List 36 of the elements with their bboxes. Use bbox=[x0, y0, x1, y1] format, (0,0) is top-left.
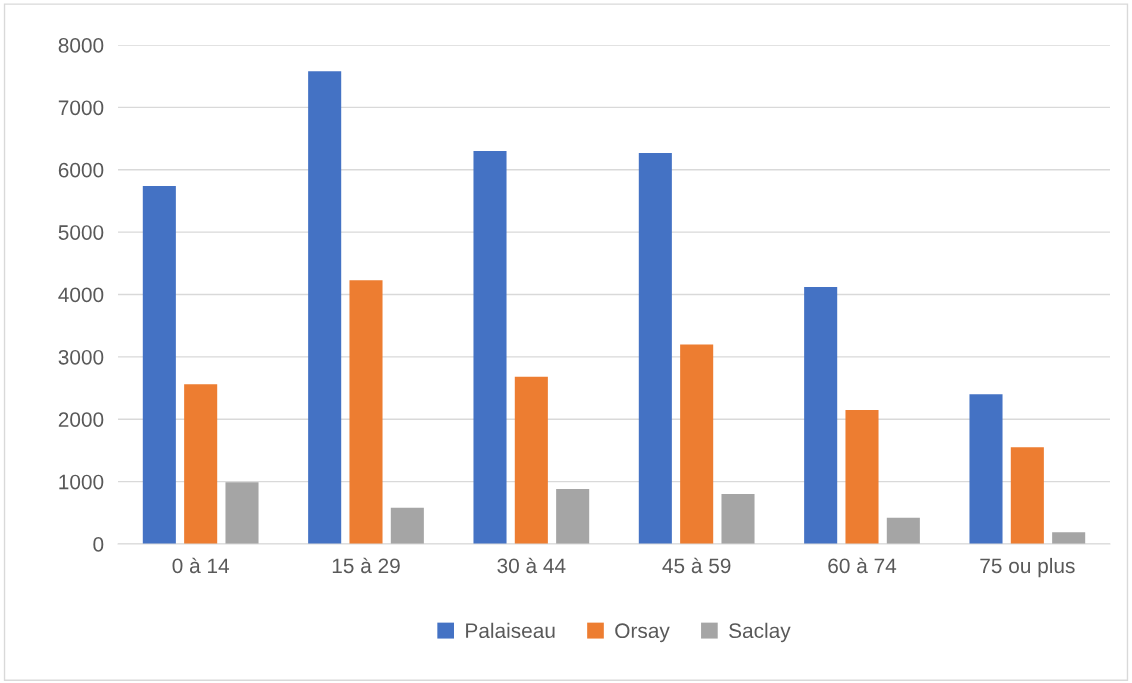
bar bbox=[1010, 447, 1044, 544]
bar bbox=[184, 384, 218, 544]
bar bbox=[886, 517, 920, 544]
bar bbox=[845, 409, 879, 544]
y-tick-label: 6000 bbox=[58, 162, 104, 178]
bar bbox=[308, 71, 342, 544]
y-tick-label: 8000 bbox=[58, 38, 104, 53]
x-tick-label: 0 à 14 bbox=[172, 557, 230, 574]
legend-label: Palaiseau bbox=[466, 622, 555, 639]
legend-label: Orsay bbox=[615, 623, 670, 643]
bar bbox=[390, 507, 424, 544]
y-tick-label: 5000 bbox=[58, 225, 104, 240]
bar bbox=[556, 489, 590, 544]
bar bbox=[473, 151, 507, 544]
y-tick-label: 2000 bbox=[58, 412, 104, 427]
y-tick-label: 7000 bbox=[58, 100, 104, 116]
bar bbox=[514, 376, 548, 544]
x-tick-label: 30 à 44 bbox=[497, 557, 566, 574]
y-tick-label: 0 bbox=[93, 537, 104, 552]
x-tick-label: 15 à 29 bbox=[332, 557, 400, 574]
bar bbox=[142, 185, 176, 544]
x-tick-label: 75 ou plus bbox=[980, 557, 1075, 578]
x-tick-label: 45 à 59 bbox=[662, 557, 731, 574]
x-tick-label: 60 à 74 bbox=[828, 557, 897, 574]
y-tick-label: 1000 bbox=[59, 474, 104, 490]
bar bbox=[804, 287, 838, 544]
legend-label: Saclay bbox=[729, 622, 791, 643]
bar bbox=[349, 280, 383, 544]
bar bbox=[638, 152, 672, 544]
bar bbox=[969, 394, 1003, 544]
bar bbox=[1052, 532, 1086, 544]
bar bbox=[680, 344, 714, 544]
bar bbox=[225, 482, 259, 544]
y-tick-label: 3000 bbox=[58, 349, 104, 365]
bar bbox=[721, 494, 755, 544]
y-tick-label: 4000 bbox=[58, 287, 104, 303]
